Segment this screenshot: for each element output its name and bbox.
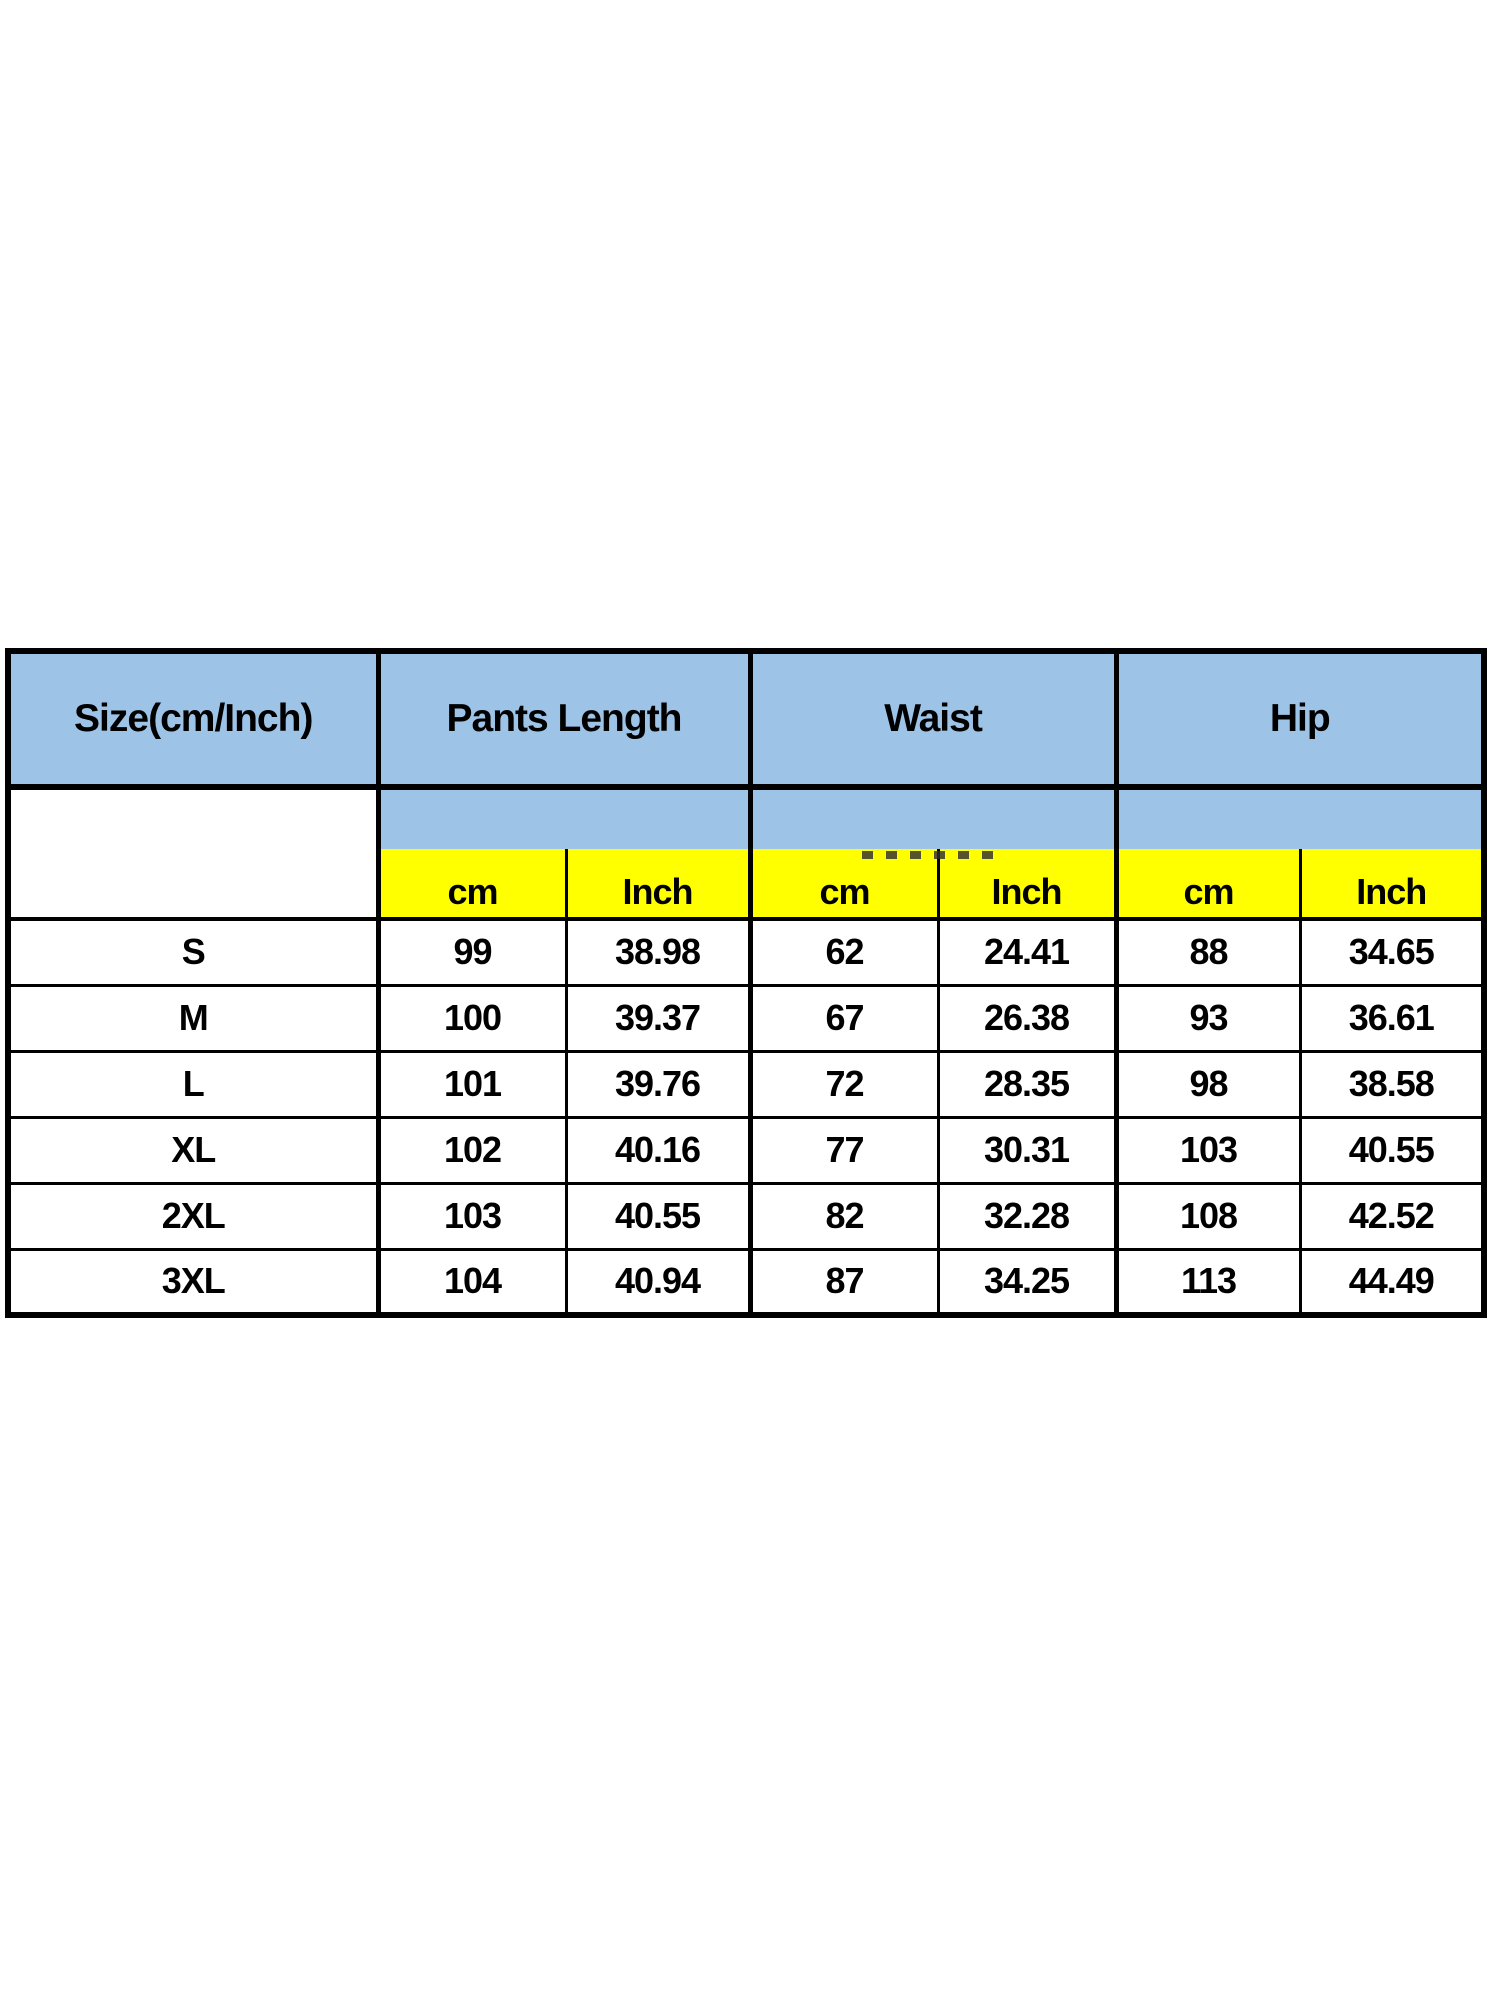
table-cell: 99 (375, 917, 566, 985)
size-label: 3XL (8, 1247, 378, 1315)
table-cell: 72 (747, 1049, 939, 1117)
size-label: M (8, 983, 378, 1051)
table-row-s: S 99 38.98 62 24.41 88 34.65 (8, 917, 1485, 985)
unit-waist-inch: Inch (936, 849, 1117, 919)
size-label: XL (8, 1115, 378, 1183)
table-cell: 98 (1113, 1049, 1301, 1117)
blue-band-pants (375, 787, 751, 849)
table-cell: 40.55 (1298, 1115, 1485, 1183)
unit-pants-inch: Inch (564, 849, 751, 919)
table-cell: 38.58 (1298, 1049, 1485, 1117)
header-pants-length: Pants Length (375, 651, 751, 790)
table-cell: 101 (375, 1049, 566, 1117)
table-row-3xl: 3XL 104 40.94 87 34.25 113 44.49 (8, 1247, 1485, 1315)
table-cell: 32.28 (936, 1181, 1117, 1249)
unit-pants-cm: cm (375, 849, 566, 919)
unit-hip-cm: cm (1113, 849, 1301, 919)
table-cell: 34.65 (1298, 917, 1485, 985)
table-cell: 108 (1113, 1181, 1301, 1249)
table-cell: 24.41 (936, 917, 1117, 985)
unit-waist-cm: cm (747, 849, 939, 919)
table-cell: 77 (747, 1115, 939, 1183)
table-row-xl: XL 102 40.16 77 30.31 103 40.55 (8, 1115, 1485, 1183)
table-cell: 103 (1113, 1115, 1301, 1183)
table-row-l: L 101 39.76 72 28.35 98 38.58 (8, 1049, 1485, 1117)
size-chart: Size(cm/Inch) Pants Length Waist Hip cm … (5, 648, 1488, 1318)
table-cell: 102 (375, 1115, 566, 1183)
table-cell: 40.94 (564, 1247, 751, 1315)
table-cell: 40.16 (564, 1115, 751, 1183)
table-cell: 104 (375, 1247, 566, 1315)
unit-row: cm Inch cm Inch cm Inch (8, 849, 1485, 919)
table-cell: 38.98 (564, 917, 751, 985)
table-cell: 62 (747, 917, 939, 985)
table-cell: 87 (747, 1247, 939, 1315)
clipped-text-artifact (862, 851, 994, 859)
blue-band-row (8, 787, 1485, 919)
table-cell: 34.25 (936, 1247, 1117, 1315)
table-cell: 28.35 (936, 1049, 1117, 1117)
empty-cell (8, 787, 378, 919)
table-cell: 40.55 (564, 1181, 751, 1249)
table-cell: 39.37 (564, 983, 751, 1051)
table-cell: 113 (1113, 1247, 1301, 1315)
table-cell: 82 (747, 1181, 939, 1249)
table-cell: 88 (1113, 917, 1301, 985)
size-chart-table: Size(cm/Inch) Pants Length Waist Hip cm … (5, 648, 1488, 1318)
size-label: S (8, 917, 378, 985)
table-cell: 93 (1113, 983, 1301, 1051)
header-hip: Hip (1113, 651, 1485, 790)
table-cell: 103 (375, 1181, 566, 1249)
blue-band-waist (747, 787, 1117, 849)
table-row-2xl: 2XL 103 40.55 82 32.28 108 42.52 (8, 1181, 1485, 1249)
size-label: 2XL (8, 1181, 378, 1249)
table-cell: 36.61 (1298, 983, 1485, 1051)
table-cell: 100 (375, 983, 566, 1051)
blue-band-hip (1113, 787, 1485, 849)
unit-hip-inch: Inch (1298, 849, 1485, 919)
header-waist: Waist (747, 651, 1117, 790)
table-cell: 42.52 (1298, 1181, 1485, 1249)
table-cell: 39.76 (564, 1049, 751, 1117)
table-cell: 30.31 (936, 1115, 1117, 1183)
header-size: Size(cm/Inch) (8, 651, 378, 790)
size-label: L (8, 1049, 378, 1117)
table-cell: 67 (747, 983, 939, 1051)
table-cell: 26.38 (936, 983, 1117, 1051)
header-row: Size(cm/Inch) Pants Length Waist Hip (8, 651, 1485, 790)
table-cell: 44.49 (1298, 1247, 1485, 1315)
table-row-m: M 100 39.37 67 26.38 93 36.61 (8, 983, 1485, 1051)
